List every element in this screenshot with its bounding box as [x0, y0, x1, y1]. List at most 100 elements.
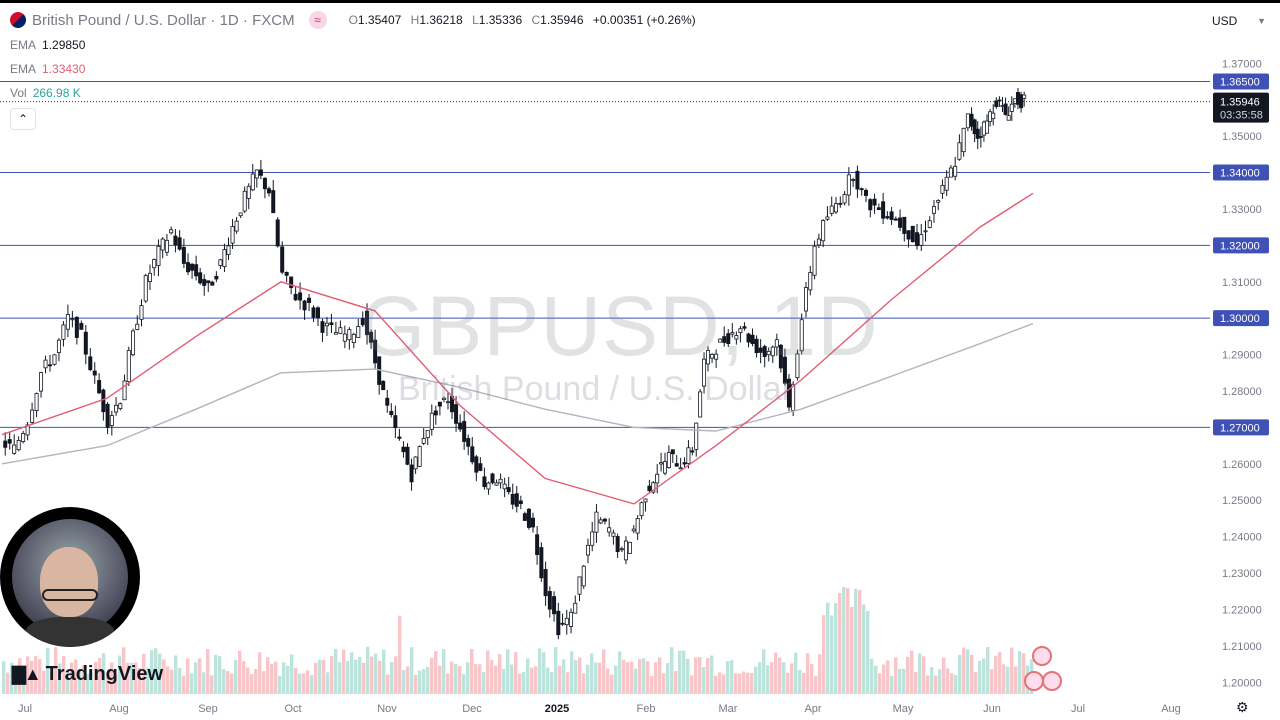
candle-body — [56, 339, 61, 353]
x-tick-label: Sep — [198, 703, 218, 715]
volume-bar — [774, 652, 778, 694]
volume-bar — [498, 654, 502, 694]
volume-legend[interactable]: Vol 266.98 K — [10, 86, 81, 100]
candle-body — [585, 544, 590, 556]
y-tick-label: 1.37000 — [1222, 58, 1262, 70]
candle-body — [927, 220, 932, 228]
volume-bar — [74, 659, 78, 694]
x-tick-label: May — [893, 703, 914, 715]
volume-bar — [22, 667, 26, 694]
candle-body — [651, 482, 656, 493]
currency-selector[interactable]: USD ▼ — [1212, 10, 1272, 32]
candle-body — [365, 310, 370, 336]
candle-body — [758, 347, 763, 353]
candle-body — [52, 354, 57, 365]
candle-body — [160, 238, 165, 251]
candle-body — [795, 353, 800, 379]
candle-body — [498, 478, 503, 484]
x-tick-label: Dec — [462, 703, 482, 715]
volume-bar — [226, 670, 230, 694]
volume-bar — [414, 674, 418, 694]
volume-bar — [202, 672, 206, 694]
volume-bar — [362, 662, 366, 694]
candle-body — [581, 565, 586, 587]
candle-body — [552, 596, 557, 615]
volume-bar — [154, 648, 158, 694]
candle-body — [156, 245, 161, 267]
volume-bar — [306, 670, 310, 694]
candle-body — [79, 322, 84, 330]
candle-body — [778, 344, 783, 369]
us-event-badge-icon[interactable] — [1042, 671, 1062, 691]
uk-event-badge-icon[interactable] — [1032, 646, 1052, 666]
volume-bar — [422, 669, 426, 694]
volume-bar — [366, 646, 370, 694]
volume-bar — [650, 675, 654, 694]
volume-bar — [330, 656, 334, 694]
ema-slow-legend[interactable]: EMA 1.29850 — [10, 38, 86, 52]
volume-bar — [586, 664, 590, 694]
volume-bar — [934, 675, 938, 694]
volume-bar — [286, 665, 290, 694]
volume-bar — [234, 659, 238, 694]
candle-body — [441, 397, 446, 400]
candle-body — [936, 200, 941, 203]
candle-body — [147, 272, 152, 283]
volume-bar — [710, 655, 714, 694]
y-tick-label: 1.28000 — [1222, 386, 1262, 398]
candle-body — [347, 329, 352, 341]
volume-bar — [958, 654, 962, 694]
volume-bar — [446, 673, 450, 694]
symbol-title[interactable]: British Pound / U.S. Dollar · 1D · FXCM — [32, 11, 295, 29]
gear-icon[interactable]: ⚙ — [1236, 699, 1249, 715]
candle-body — [486, 482, 491, 490]
compare-icon[interactable]: ≈ — [308, 11, 327, 29]
candle-body — [678, 467, 683, 470]
volume-bar — [970, 654, 974, 694]
collapse-legend-button[interactable]: ⌃ — [10, 108, 36, 130]
volume-bar — [122, 647, 126, 694]
candle-body — [466, 438, 471, 447]
volume-bar — [894, 657, 898, 694]
volume-bar — [406, 666, 410, 694]
volume-bar — [58, 663, 62, 694]
candle-body — [401, 446, 406, 453]
volume-bar — [594, 662, 598, 694]
candle-body — [659, 462, 664, 465]
volume-bar — [898, 668, 902, 694]
tradingview-logo[interactable]: ▇▲ TradingView — [12, 660, 163, 688]
candle-body — [577, 576, 582, 595]
volume-bar — [82, 665, 86, 694]
volume-bar — [734, 673, 738, 694]
x-tick-label: Feb — [637, 703, 656, 715]
candle-body — [298, 292, 303, 301]
volume-bar — [294, 667, 298, 694]
candle-body — [48, 364, 53, 367]
candle-body — [975, 128, 980, 139]
volume-bar — [146, 667, 150, 694]
candle-body — [774, 339, 779, 348]
candle-body — [293, 293, 298, 301]
candle-body — [834, 203, 839, 213]
open-value: 1.35407 — [357, 13, 402, 27]
us-event-badge-icon[interactable] — [1024, 671, 1044, 691]
volume-bar — [538, 648, 542, 694]
candle-body — [214, 275, 219, 280]
volume-bar — [758, 662, 762, 694]
y-tick-label: 1.25000 — [1222, 495, 1262, 507]
candle-body — [413, 456, 418, 470]
candle-body — [458, 422, 463, 430]
ema-fast-legend[interactable]: EMA 1.33430 — [10, 62, 86, 76]
volume-bar — [358, 656, 362, 694]
y-tick-label: 1.22000 — [1222, 604, 1262, 616]
candle-body — [284, 271, 289, 276]
candle-body — [838, 202, 843, 205]
volume-bar — [602, 649, 606, 694]
candle-body — [1009, 103, 1014, 112]
candle-body — [535, 534, 540, 556]
volume-bar — [578, 657, 582, 694]
volume-bar — [598, 662, 602, 694]
candle-body — [510, 493, 515, 505]
candle-body — [722, 336, 727, 343]
